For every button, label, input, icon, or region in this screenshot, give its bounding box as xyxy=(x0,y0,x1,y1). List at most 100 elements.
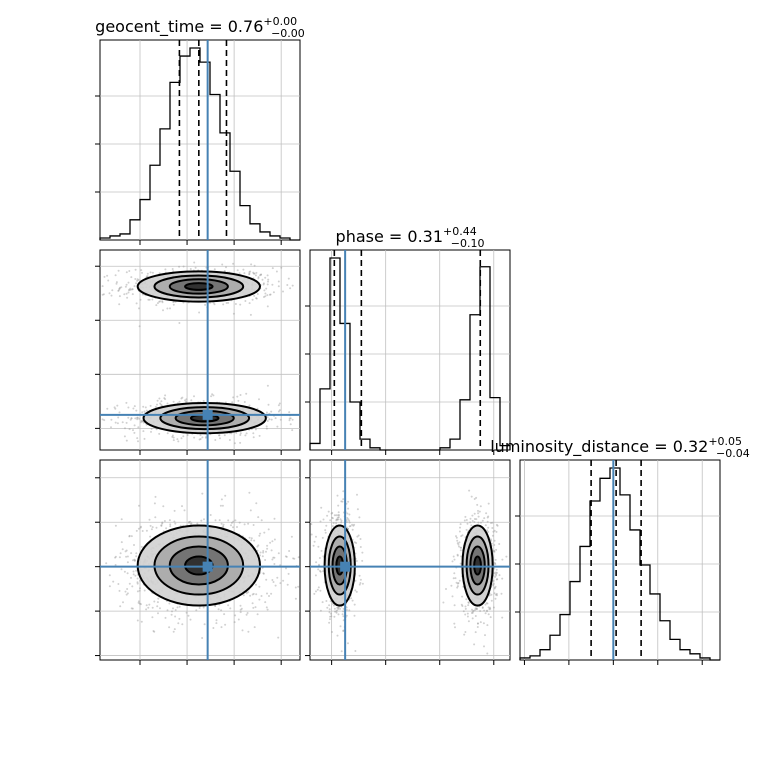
sample-point xyxy=(130,276,133,279)
hist-step-luminosity_distance xyxy=(519,467,720,661)
sample-point xyxy=(163,520,166,522)
sample-point xyxy=(172,630,175,633)
sample-point xyxy=(188,521,190,524)
sample-point xyxy=(133,558,136,561)
sample-point xyxy=(266,592,268,595)
sample-point xyxy=(456,553,459,556)
sample-point xyxy=(204,436,207,439)
sample-point xyxy=(117,289,120,292)
sample-point xyxy=(145,608,148,611)
sample-point xyxy=(285,555,288,558)
sample-point xyxy=(201,492,204,495)
sample-point xyxy=(135,282,138,285)
sample-point xyxy=(132,429,134,432)
sample-point xyxy=(460,555,463,558)
sample-point xyxy=(130,535,133,538)
sample-point xyxy=(201,637,204,639)
sample-point xyxy=(155,526,158,529)
sample-point xyxy=(150,427,153,430)
sample-point xyxy=(472,609,475,612)
sample-point xyxy=(486,520,489,523)
sample-point xyxy=(328,604,331,607)
sample-point xyxy=(331,525,334,528)
sample-point xyxy=(474,608,477,611)
sample-point xyxy=(481,606,484,609)
sample-point xyxy=(148,518,151,521)
sample-point xyxy=(337,504,340,507)
sample-point xyxy=(463,519,466,522)
sample-point xyxy=(106,407,109,410)
sample-point xyxy=(501,577,504,580)
sample-point xyxy=(495,578,498,581)
sample-point xyxy=(196,522,199,525)
sample-point xyxy=(480,521,482,524)
sample-point xyxy=(230,432,233,435)
sample-point xyxy=(459,549,462,552)
sample-point xyxy=(279,418,282,421)
sample-point xyxy=(291,284,294,287)
sample-point xyxy=(140,421,142,424)
sample-point xyxy=(318,563,320,566)
sample-point xyxy=(233,442,236,445)
sample-point xyxy=(455,535,457,538)
sample-point xyxy=(339,625,342,628)
sample-point xyxy=(489,538,492,541)
sample-point xyxy=(199,438,202,440)
sample-point xyxy=(267,528,270,531)
sample-point xyxy=(136,279,139,282)
histogram-luminosity_distance xyxy=(515,459,721,665)
sample-point xyxy=(185,611,188,614)
title-minus-error: −0.10 xyxy=(451,237,485,250)
sample-point xyxy=(128,535,131,538)
sample-point xyxy=(342,629,345,632)
sample-point xyxy=(347,507,350,510)
sample-point xyxy=(137,440,139,443)
sample-point xyxy=(450,584,453,587)
sample-point xyxy=(232,396,235,399)
sample-point xyxy=(178,322,181,324)
sample-point xyxy=(156,605,159,608)
sample-point xyxy=(267,278,270,281)
sample-point xyxy=(336,518,339,521)
sample-point xyxy=(223,270,226,273)
sample-point xyxy=(171,435,174,438)
sample-point xyxy=(265,427,268,430)
sample-point xyxy=(243,272,246,275)
sample-point xyxy=(166,307,169,310)
sample-point xyxy=(130,576,132,579)
sample-point xyxy=(456,554,459,557)
sample-point xyxy=(237,399,240,402)
title-eq: = xyxy=(384,227,408,246)
sample-point xyxy=(160,524,163,527)
sample-point xyxy=(178,605,181,608)
sample-point xyxy=(353,541,356,544)
sample-point xyxy=(483,517,486,520)
sample-point xyxy=(189,520,192,523)
sample-point xyxy=(493,529,496,532)
sample-point xyxy=(228,439,231,441)
sample-point xyxy=(193,395,195,398)
sample-point xyxy=(490,522,492,524)
title-plus-error: +0.05 xyxy=(708,435,742,448)
sample-point xyxy=(291,429,294,432)
sample-point xyxy=(456,539,459,542)
sample-point xyxy=(136,278,139,281)
sample-point xyxy=(260,519,263,522)
sample-point xyxy=(209,514,212,516)
sample-point xyxy=(483,609,486,612)
sample-point xyxy=(342,490,345,493)
sample-point xyxy=(110,418,113,421)
sample-point xyxy=(133,544,135,546)
sample-point xyxy=(335,518,338,521)
sample-point xyxy=(486,624,489,627)
sample-point xyxy=(128,289,130,292)
sample-point xyxy=(146,272,149,275)
sample-point xyxy=(336,494,339,497)
sample-point xyxy=(260,273,263,276)
sample-point xyxy=(265,550,267,553)
sample-point xyxy=(287,277,290,280)
sample-point xyxy=(335,610,338,613)
sample-point xyxy=(486,652,489,655)
sample-point xyxy=(250,539,253,542)
sample-point xyxy=(156,399,159,402)
